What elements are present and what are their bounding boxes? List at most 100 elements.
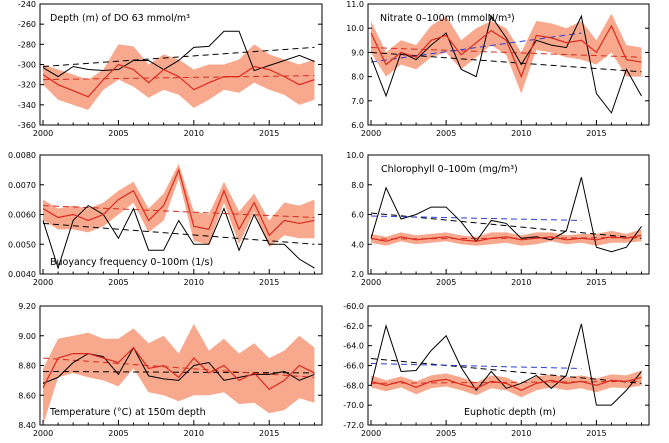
y-tick-label: 11.0 (346, 0, 364, 9)
y-tick-label: 7.0 (351, 97, 364, 106)
x-tick-label: 2010 (184, 429, 204, 438)
y-tick-label: -240 (18, 0, 36, 9)
x-tick-label: 2005 (436, 129, 456, 138)
panel-title: Euphotic depth (m) (464, 407, 556, 418)
y-tick-label: 9.00 (18, 332, 36, 341)
y-tick-label: 0.0070 (8, 181, 36, 190)
ensemble-trend-line (370, 47, 642, 58)
ensemble-mean-line (370, 234, 642, 242)
x-tick-label: 2010 (511, 129, 531, 138)
observed-series-line (370, 14, 642, 114)
ensemble-mean-line (42, 346, 315, 391)
y-tick-label: 10.0 (346, 151, 364, 160)
ensemble-range-band (371, 229, 642, 246)
x-tick-label: 2010 (511, 278, 531, 287)
y-tick-label: -66.0 (343, 362, 364, 371)
y-tick-label: 6.0 (351, 211, 364, 220)
y-tick-label: -280 (18, 40, 36, 49)
y-tick-label: -260 (18, 20, 36, 29)
x-tick-label: 2000 (361, 129, 381, 138)
y-tick-label: 10.0 (346, 24, 364, 33)
alt-trend-line (370, 363, 582, 369)
ensemble-mean-line (370, 24, 642, 79)
observed-trend-line (43, 370, 315, 374)
ensemble-trend-line (371, 237, 642, 240)
y-tick-label: -64.0 (343, 342, 364, 351)
x-tick-label: 2005 (108, 278, 128, 287)
observed-series-line (42, 30, 315, 78)
alt-trend-line (370, 32, 582, 63)
y-tick-label: 8.80 (18, 362, 36, 371)
x-tick-label: 2000 (361, 278, 381, 287)
y-tick-label: -340 (18, 101, 36, 110)
x-tick-label: 2005 (108, 429, 128, 438)
observed-series-line (370, 323, 642, 406)
ensemble-trend-line (43, 75, 315, 81)
y-tick-label: 9.20 (18, 302, 36, 311)
y-tick-label: 0.0060 (8, 211, 36, 220)
observed-series-line (42, 204, 315, 270)
x-tick-label: 2010 (184, 278, 204, 287)
y-tick-label: -300 (18, 61, 36, 70)
y-tick-label: -320 (18, 81, 36, 90)
observed-trend-line (42, 46, 315, 68)
y-tick-label: 9.0 (351, 48, 364, 57)
ensemble-range-band (371, 13, 642, 94)
y-tick-label: 0.0080 (8, 151, 36, 160)
y-tick-label: -60.0 (343, 302, 364, 311)
ensemble-range-band (43, 163, 315, 248)
y-tick-label: 8.0 (351, 73, 364, 82)
ensemble-trend-line (371, 380, 642, 384)
y-tick-label: 6.0 (351, 121, 364, 130)
y-tick-label: 0.0050 (8, 240, 36, 249)
ensemble-trend-line (42, 205, 315, 218)
x-tick-label: 2015 (586, 429, 606, 438)
x-tick-label: 2005 (108, 129, 128, 138)
ensemble-range-band (43, 323, 315, 425)
x-tick-label: 2005 (436, 429, 456, 438)
panel-title: Nitrate 0–100m (mmolN/m³) (380, 13, 515, 24)
alt-trend-line (370, 215, 582, 221)
y-tick-label: -70.0 (343, 401, 364, 410)
panel-frame (367, 3, 650, 126)
x-tick-label: 2000 (361, 429, 381, 438)
panel-title: Buoyancy frequency 0–100m (1/s) (50, 257, 213, 268)
y-tick-label: -62.0 (343, 322, 364, 331)
observed-trend-line (42, 222, 315, 245)
x-tick-label: 2015 (259, 278, 279, 287)
observed-trend-line (370, 358, 642, 384)
x-tick-label: 2010 (511, 429, 531, 438)
x-tick-label: 2015 (586, 278, 606, 287)
x-tick-label: 2015 (259, 429, 279, 438)
x-tick-label: 2010 (184, 129, 204, 138)
observed-series-line (370, 177, 642, 253)
y-tick-label: -68.0 (343, 381, 364, 390)
ensemble-mean-line (42, 63, 315, 98)
y-tick-label: 0.0040 (8, 270, 36, 279)
x-tick-label: 2015 (586, 129, 606, 138)
panel-title: Chlorophyll 0–100m (mg/m³) (381, 164, 518, 175)
x-tick-label: 2000 (33, 278, 53, 287)
y-tick-label: 8.0 (351, 181, 364, 190)
ensemble-mean-line (42, 168, 315, 237)
y-tick-label: 2.0 (351, 270, 364, 279)
y-tick-label: -360 (18, 121, 36, 130)
panel-title: Depth (m) of DO 63 mmol/m³ (50, 13, 190, 24)
x-tick-label: 2005 (436, 278, 456, 287)
y-tick-label: 8.40 (18, 421, 36, 430)
y-tick-label: -72.0 (343, 421, 364, 430)
y-tick-label: 8.60 (18, 391, 36, 400)
ensemble-mean-line (370, 376, 642, 391)
panel-title: Temperature (°C) at 150m depth (49, 407, 206, 418)
x-tick-label: 2015 (259, 129, 279, 138)
ensemble-trend-line (42, 357, 315, 378)
x-tick-label: 2000 (33, 129, 53, 138)
x-tick-label: 2000 (33, 429, 53, 438)
